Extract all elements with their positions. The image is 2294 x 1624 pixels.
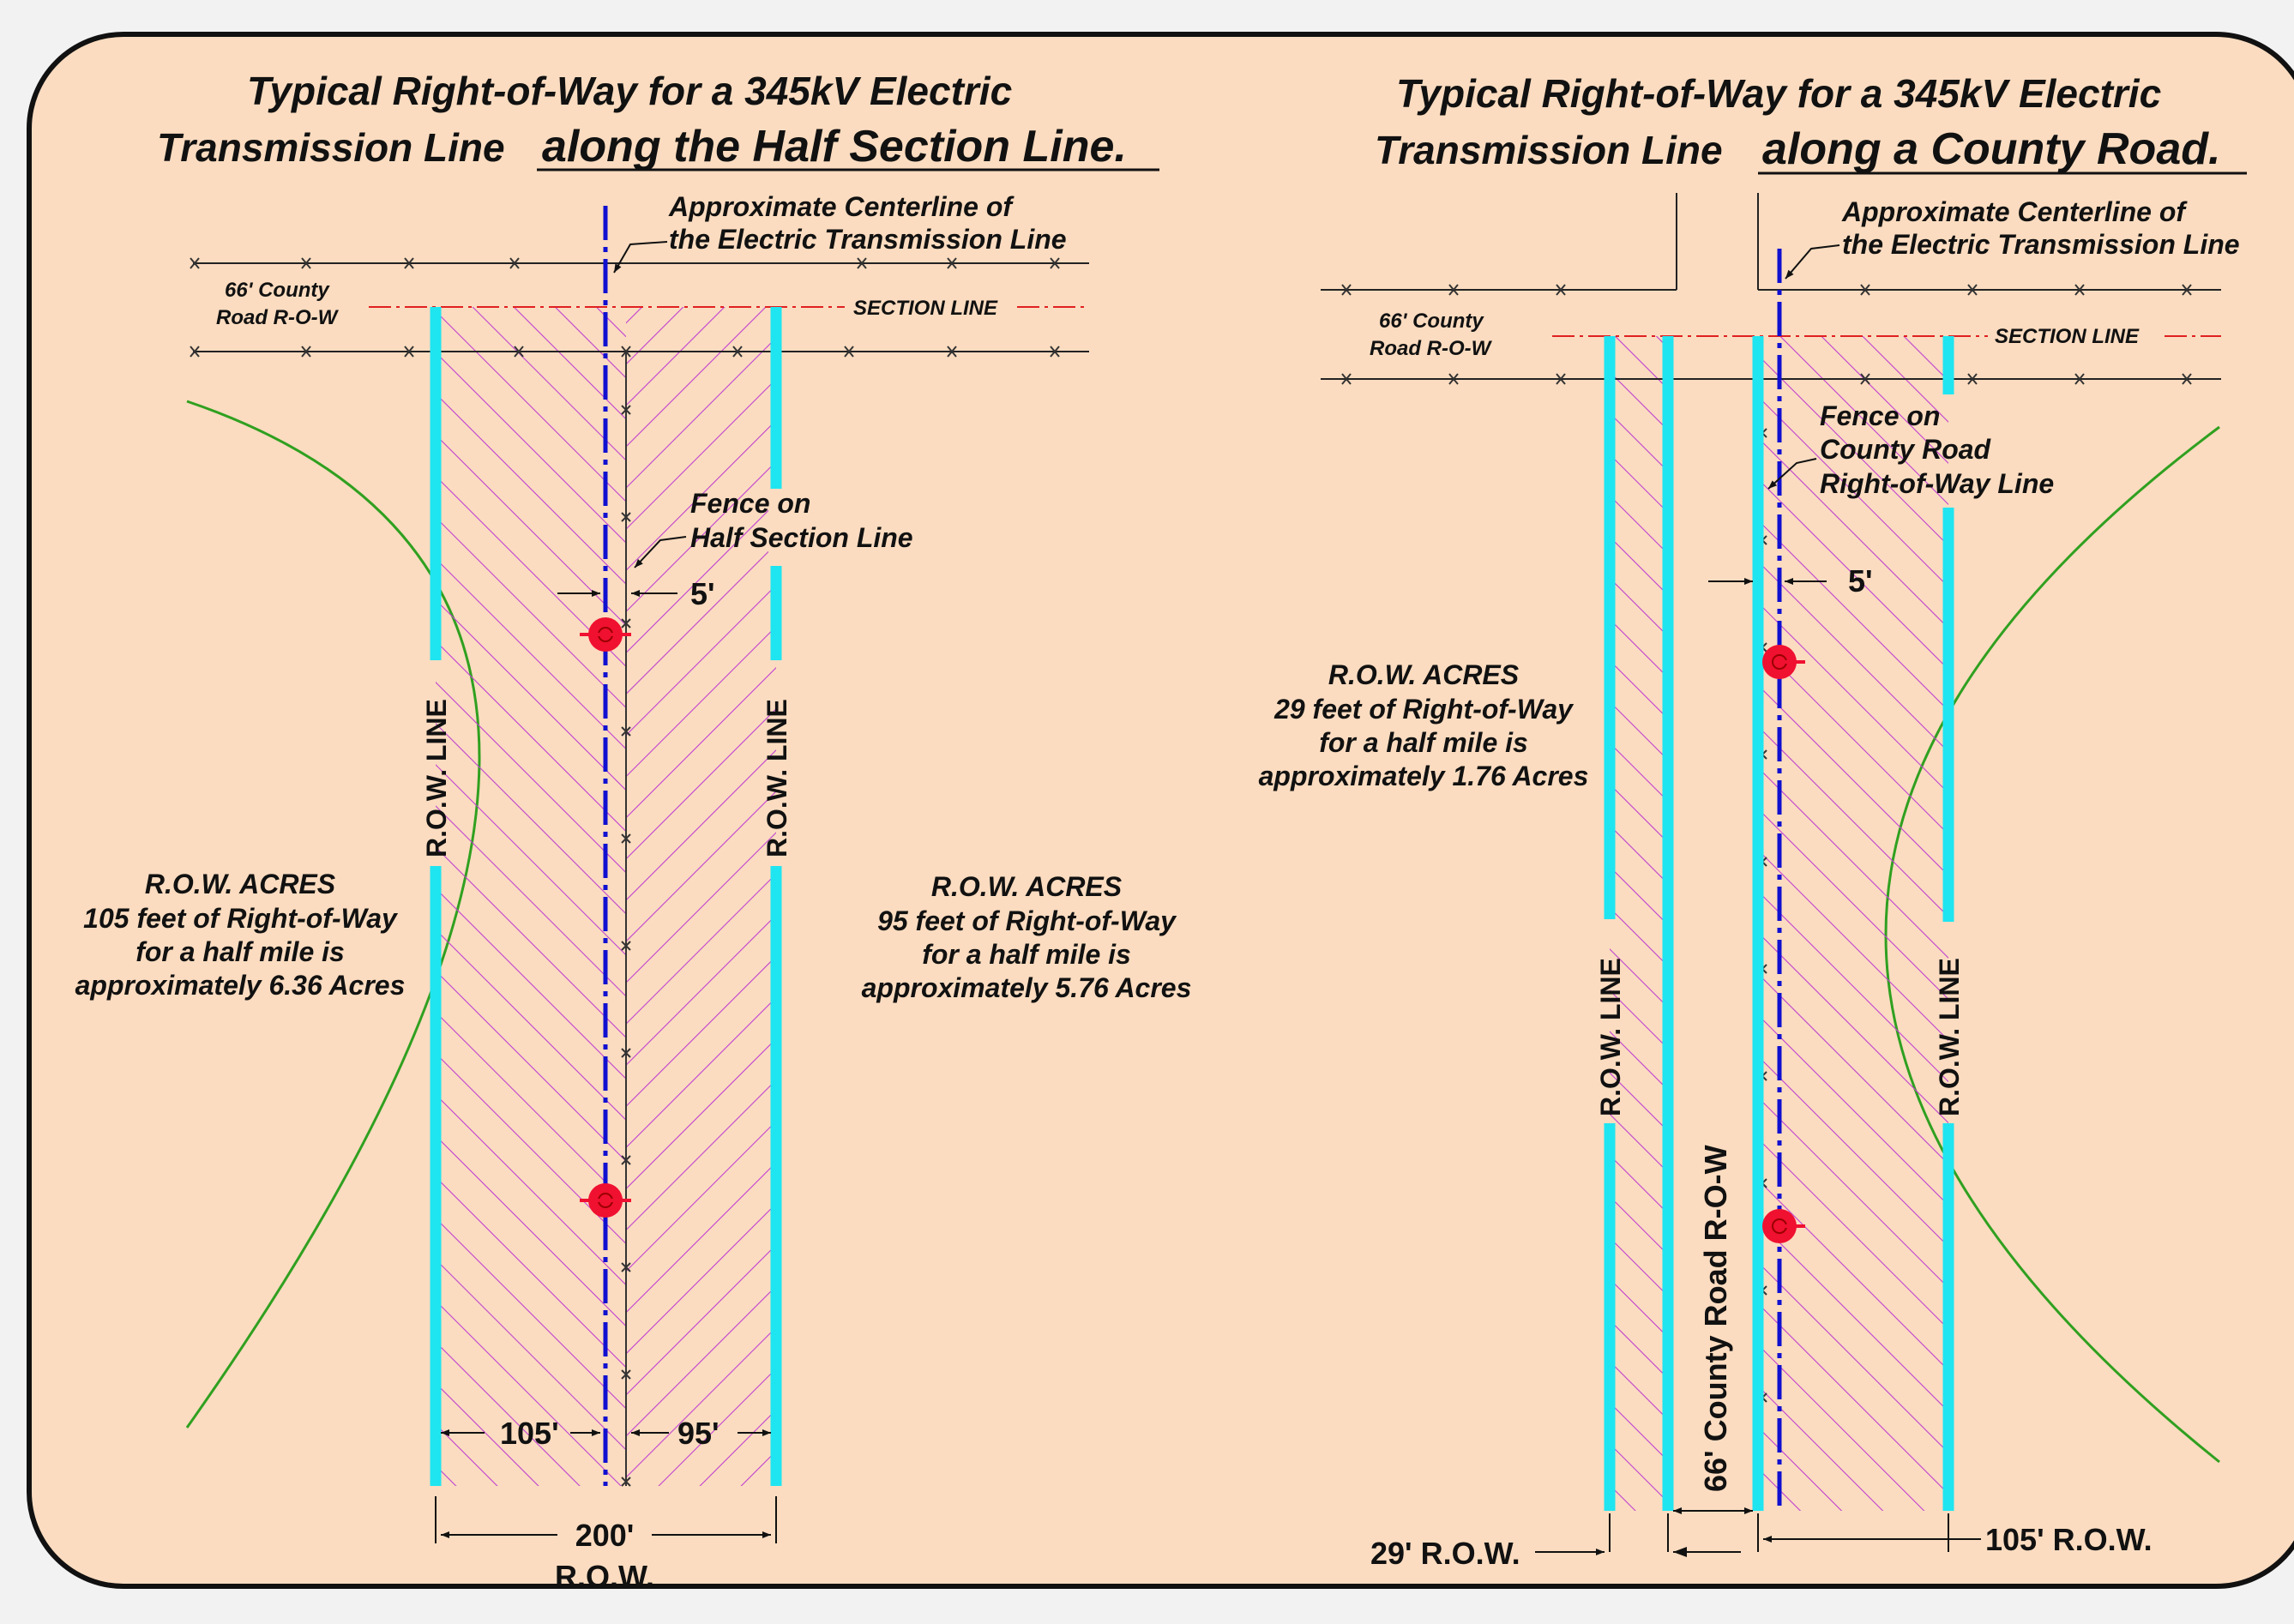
left-diagram: Typical Right-of-Way for a 345kV Electri… xyxy=(75,69,1192,1594)
right-title-line2b: along a County Road. xyxy=(1762,124,2220,174)
right-county-row-1: 66' County xyxy=(1379,310,1484,333)
left-pole-south xyxy=(580,1183,631,1218)
left-acres-east-3: for a half mile is xyxy=(922,939,1131,970)
left-pole-north xyxy=(580,617,631,652)
right-diagram: Typical Right-of-Way for a 345kV Electri… xyxy=(1259,71,2247,1571)
right-row-area-west xyxy=(1610,336,1668,1511)
right-fence-label-1: Fence on xyxy=(1820,400,1940,431)
right-acres-1: R.O.W. ACRES xyxy=(1328,659,1520,690)
left-dim-total-sub: R.O.W. xyxy=(555,1559,654,1594)
right-county-row-2: Road R-O-W xyxy=(1370,337,1493,360)
left-row-line-west-label: R.O.W. LINE xyxy=(421,699,452,857)
right-dim-east: 105' R.O.W. xyxy=(1985,1522,2153,1557)
left-acres-east-1: R.O.W. ACRES xyxy=(931,871,1123,902)
right-centerline-label-1: Approximate Centerline of xyxy=(1841,196,2188,227)
right-acres-3: for a half mile is xyxy=(1319,727,1528,758)
left-dim-west: 105' xyxy=(500,1416,559,1451)
left-county-row-1: 66' County xyxy=(225,279,330,302)
left-acres-west-4: approximately 6.36 Acres xyxy=(75,970,406,1001)
right-offset-label: 5' xyxy=(1848,563,1873,598)
right-fence-label-3: Right-of-Way Line xyxy=(1820,468,2054,499)
right-pole-south xyxy=(1762,1209,1805,1243)
left-title-line1: Typical Right-of-Way for a 345kV Electri… xyxy=(247,69,1012,113)
left-dim-east: 95' xyxy=(677,1416,720,1451)
left-acres-east-4: approximately 5.76 Acres xyxy=(862,972,1192,1003)
left-title-line2a: Transmission Line xyxy=(157,125,505,170)
right-fence-label-2: County Road xyxy=(1820,434,1992,465)
diagram-frame xyxy=(27,32,2294,1589)
left-row-area-west xyxy=(436,307,626,1486)
right-acres-4: approximately 1.76 Acres xyxy=(1259,761,1589,791)
right-title-line2a: Transmission Line xyxy=(1375,128,1723,172)
right-row-area-east xyxy=(1758,336,1948,1511)
right-county-road-row-label: 66' County Road R-O-W xyxy=(1698,1145,1733,1492)
right-section-line-label: SECTION LINE xyxy=(1995,325,2140,348)
left-dim-total: 200' xyxy=(575,1518,635,1553)
left-centerline-label-2: the Electric Transmission Line xyxy=(669,224,1067,255)
left-row-line-east-label: R.O.W. LINE xyxy=(762,699,792,857)
right-dim-west: 29' R.O.W. xyxy=(1370,1536,1520,1571)
right-pole-north xyxy=(1762,645,1805,679)
left-fence-label-2: Half Section Line xyxy=(690,522,913,553)
left-acres-east-2: 95 feet of Right-of-Way xyxy=(877,905,1177,936)
left-row-area-east xyxy=(626,307,776,1486)
left-fence-label-1: Fence on xyxy=(690,488,810,519)
right-row-line-east-label: R.O.W. LINE xyxy=(1934,958,1965,1116)
left-offset-label: 5' xyxy=(690,576,715,611)
right-centerline-label-2: the Electric Transmission Line xyxy=(1842,229,2240,260)
left-acres-west-1: R.O.W. ACRES xyxy=(145,869,336,899)
right-acres-2: 29 feet of Right-of-Way xyxy=(1273,694,1574,725)
left-acres-west-3: for a half mile is xyxy=(135,936,345,967)
right-title-line1: Typical Right-of-Way for a 345kV Electri… xyxy=(1396,71,2161,116)
left-county-row-2: Road R-O-W xyxy=(216,306,340,329)
left-title-line2b: along the Half Section Line. xyxy=(542,122,1127,171)
left-centerline-label-1: Approximate Centerline of xyxy=(668,191,1015,222)
left-acres-west-2: 105 feet of Right-of-Way xyxy=(83,903,399,934)
left-section-line-label: SECTION LINE xyxy=(853,297,998,320)
right-row-line-west-label: R.O.W. LINE xyxy=(1595,958,1626,1116)
